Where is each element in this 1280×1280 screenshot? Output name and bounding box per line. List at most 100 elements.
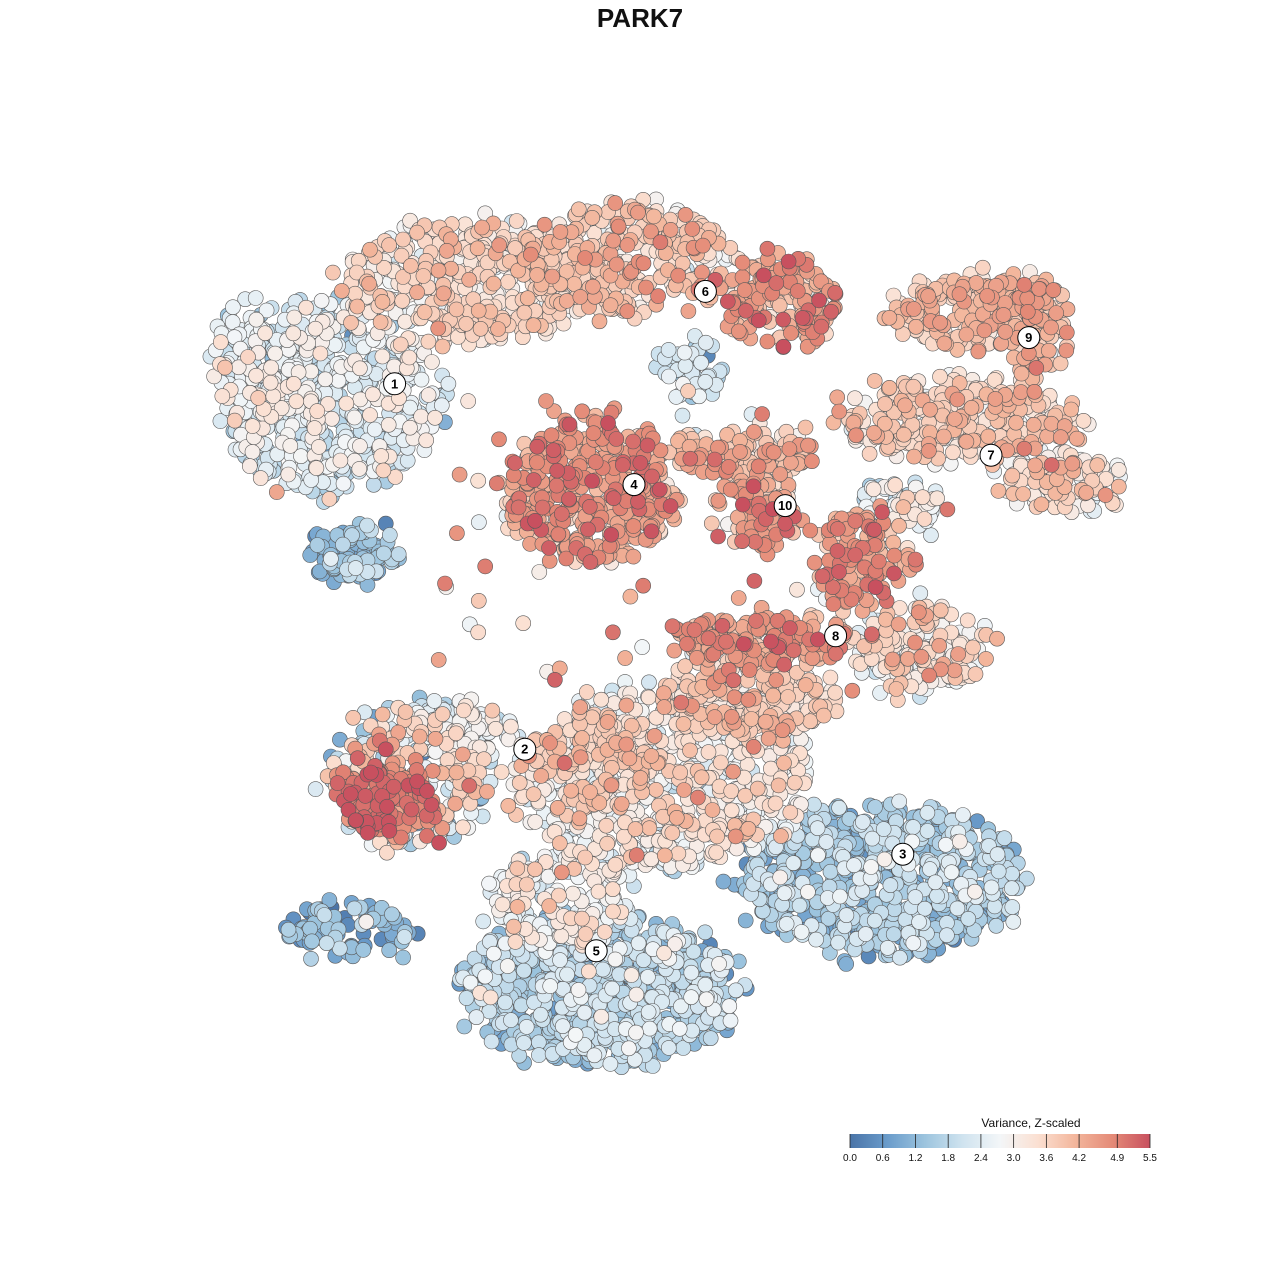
scatter-point — [782, 804, 799, 821]
scatter-point — [225, 299, 241, 316]
scatter-point — [247, 290, 264, 306]
scatter-point — [676, 344, 693, 361]
scatter-point — [598, 817, 615, 834]
scatter-point — [1004, 899, 1021, 915]
scatter-point — [776, 885, 793, 902]
scatter-point — [634, 639, 651, 655]
scatter-point — [574, 910, 590, 927]
scatter-point — [932, 368, 948, 385]
scatter-point — [570, 982, 587, 998]
scatter-point — [595, 961, 611, 978]
scatter-point — [477, 968, 494, 985]
scatter-point — [832, 888, 848, 905]
scatter-point — [809, 820, 826, 837]
scatter-point — [448, 725, 464, 742]
scatter-point — [919, 804, 936, 821]
scatter-point — [857, 926, 874, 942]
scatter-point — [949, 900, 966, 917]
scatter-point — [298, 299, 314, 316]
scatter-point — [381, 527, 398, 543]
scatter-point — [1111, 461, 1127, 478]
scatter-point — [288, 393, 305, 410]
scatter-point — [397, 313, 413, 330]
scatter-point — [989, 846, 1006, 863]
scatter-point — [418, 432, 435, 449]
scatter-point — [318, 935, 335, 952]
scatter-point — [401, 349, 418, 366]
scatter-point — [263, 359, 279, 376]
scatter-point — [481, 875, 497, 892]
scatter-point — [330, 372, 347, 389]
scatter-point — [311, 439, 327, 455]
scatter-point — [262, 374, 279, 391]
scatter-point — [838, 956, 855, 972]
scatter-point — [643, 851, 660, 868]
scatter-point — [516, 962, 532, 979]
scatter-point — [1075, 412, 1092, 429]
scatter-point — [331, 940, 348, 957]
scatter-point — [373, 448, 390, 464]
scatter-point — [434, 706, 451, 722]
scatter-point — [867, 799, 883, 815]
scatter-point — [630, 935, 647, 952]
scatter-point — [485, 945, 502, 962]
scatter-point — [381, 942, 398, 959]
scatter-point — [304, 933, 320, 950]
scatter-point — [640, 1004, 657, 1020]
scatter-point — [226, 412, 243, 429]
scatter-point — [280, 466, 297, 483]
scatter-point — [508, 213, 525, 229]
scatter-point — [800, 884, 816, 900]
scatter-point — [323, 550, 339, 567]
scatter-point — [785, 855, 802, 871]
scatter-point — [303, 950, 319, 967]
scatter-point — [922, 861, 938, 877]
scatter-point — [951, 833, 968, 850]
scatter-point — [455, 702, 472, 719]
scatter-point — [355, 942, 372, 958]
scatter-point — [380, 416, 397, 433]
scatter-point — [708, 844, 725, 861]
scatter-point — [822, 669, 839, 686]
scatter-point — [470, 624, 487, 641]
scatter-point — [244, 418, 261, 434]
scatter-point — [518, 876, 535, 893]
scatter-point — [916, 511, 933, 527]
scatter-point — [426, 693, 443, 709]
scatter-point — [487, 720, 504, 737]
scatter-point — [623, 967, 640, 983]
scatter-point — [628, 986, 645, 1003]
scatter-point — [527, 814, 544, 830]
scatter-point — [507, 934, 524, 950]
scatter-point — [786, 774, 803, 791]
scatter-point — [728, 982, 744, 999]
scatter-point — [499, 958, 516, 974]
scatter-point — [250, 390, 267, 406]
scatter-point — [697, 373, 714, 390]
scatter-point — [789, 581, 805, 598]
scatter-point — [482, 989, 499, 1006]
scatter-point — [715, 873, 732, 890]
scatter-point — [324, 410, 340, 427]
scatter-point — [365, 386, 381, 403]
scatter-point — [831, 799, 847, 816]
scatter-point — [440, 375, 457, 392]
scatter-point — [577, 926, 594, 942]
scatter-point — [943, 864, 960, 881]
scatter-point — [321, 491, 338, 507]
scatter-point — [468, 1009, 485, 1026]
scatter-point — [677, 357, 694, 374]
scatter-point — [937, 836, 954, 853]
scatter-point — [321, 892, 338, 908]
scatter-point — [346, 409, 363, 426]
scatter-point — [697, 976, 714, 993]
scatter-point — [580, 963, 597, 980]
scatter-point — [990, 863, 1007, 880]
scatter-point — [1003, 880, 1020, 897]
scatter-point — [502, 718, 519, 735]
scatter-point — [352, 438, 368, 454]
scatter-point — [392, 336, 409, 353]
scatter-point — [680, 383, 696, 399]
scatter-point — [628, 1024, 644, 1041]
